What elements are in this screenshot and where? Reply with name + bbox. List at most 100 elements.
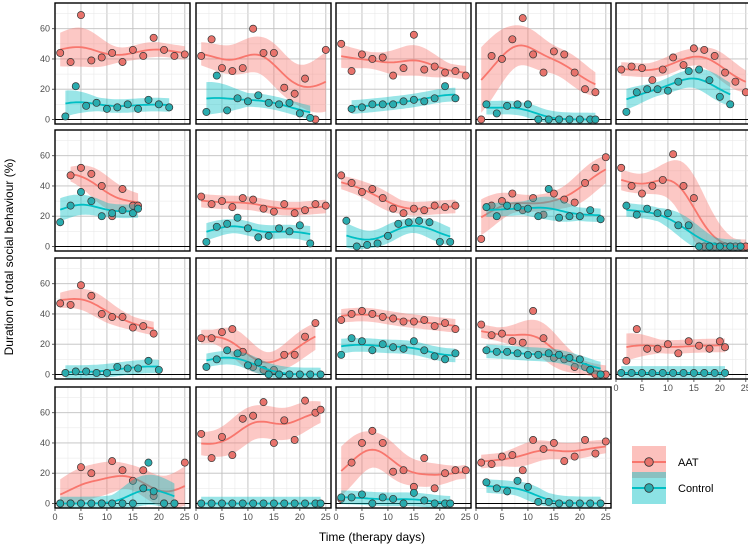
x-axis-title: Time (therapy days) [319, 530, 425, 544]
legend-control-point [644, 483, 654, 493]
panel-border [54, 2, 191, 125]
control-point [415, 216, 424, 225]
aat-point [508, 337, 517, 346]
aat-point [409, 204, 418, 213]
aat-point [441, 203, 449, 212]
aat-point [347, 178, 356, 187]
aat-point [66, 300, 75, 309]
control-point [113, 103, 122, 112]
control-point [285, 370, 294, 379]
aat-point [180, 458, 189, 467]
control-point [254, 233, 263, 242]
control-point [134, 104, 143, 113]
aat-point [378, 439, 387, 447]
control-point [144, 95, 153, 104]
control-confidence-band [65, 90, 170, 117]
aat-point [368, 55, 377, 63]
aat-point [581, 178, 589, 187]
control-point [316, 370, 325, 379]
aat-point [518, 14, 527, 23]
aat-point [700, 45, 709, 54]
aat-point [441, 469, 449, 478]
panel-border [335, 129, 472, 252]
panel-border [335, 257, 472, 380]
control-point [513, 476, 522, 485]
control-point [565, 499, 574, 508]
x-tick-label: 25 [741, 383, 748, 393]
aat-point [648, 182, 657, 190]
aat-point [679, 182, 688, 190]
control-point [658, 369, 667, 377]
control-point [82, 101, 91, 110]
aat-point [715, 337, 724, 346]
aat-point [643, 344, 652, 353]
control-point [233, 213, 242, 222]
x-tick-label: 10 [523, 512, 533, 522]
control-point [108, 209, 117, 218]
control-point [715, 242, 724, 251]
panel-18: 0 5 10 15 20 25 [333, 386, 472, 522]
aat-point [228, 203, 237, 212]
aat-point [638, 189, 646, 198]
aat-point [238, 414, 247, 423]
control-point [643, 85, 652, 94]
control-point [92, 98, 101, 107]
aat-point [207, 35, 216, 44]
panel-6: 0 20 40 60 [40, 129, 191, 252]
aat-point [378, 53, 387, 62]
panel-background [616, 258, 748, 379]
control-point [503, 487, 512, 496]
control-point [695, 65, 704, 74]
control-point [347, 334, 356, 343]
control-point [544, 498, 553, 506]
panel-8 [335, 129, 472, 252]
aat-point [290, 350, 299, 359]
panel-border [195, 257, 332, 380]
aat-point [721, 68, 729, 77]
control-point [207, 499, 216, 508]
control-point [212, 355, 221, 364]
control-point [596, 215, 605, 224]
aat-trend-line [60, 297, 154, 330]
control-point [721, 369, 729, 377]
aat-point [118, 466, 127, 475]
aat-point [378, 313, 387, 321]
x-tick-label: 15 [128, 512, 138, 522]
y-tick-label: 0 [45, 369, 50, 379]
control-point [663, 86, 672, 95]
control-point [102, 104, 111, 113]
control-point [123, 364, 132, 373]
control-point [638, 369, 646, 377]
aat-point [197, 334, 206, 343]
control-point [123, 100, 132, 109]
aat-point [399, 317, 408, 326]
panel-background [196, 3, 331, 124]
aat-point [218, 197, 226, 206]
control-point [259, 499, 268, 508]
control-trend-line [346, 224, 451, 241]
control-point [586, 365, 595, 374]
aat-point [228, 451, 237, 460]
y-tick-label: 40 [40, 181, 50, 191]
panel-17: 0 5 10 15 20 25 [193, 386, 332, 522]
aat-point [228, 67, 237, 76]
control-point [482, 100, 491, 109]
aat-point [228, 325, 237, 334]
aat-point [139, 322, 148, 331]
aat-point [430, 201, 439, 210]
control-point [684, 67, 693, 76]
x-tick-label: 25 [321, 512, 331, 522]
control-point [653, 209, 662, 218]
aat-point [56, 299, 65, 308]
x-tick-label: 10 [243, 512, 253, 522]
x-tick-label: 15 [269, 512, 279, 522]
aat-point [218, 64, 226, 72]
aat-point [128, 476, 137, 485]
aat-point [498, 329, 506, 338]
aat-point [389, 467, 398, 476]
control-point [399, 499, 408, 508]
aat-point [591, 449, 600, 458]
aat-point [529, 50, 538, 59]
aat-point [601, 153, 610, 162]
